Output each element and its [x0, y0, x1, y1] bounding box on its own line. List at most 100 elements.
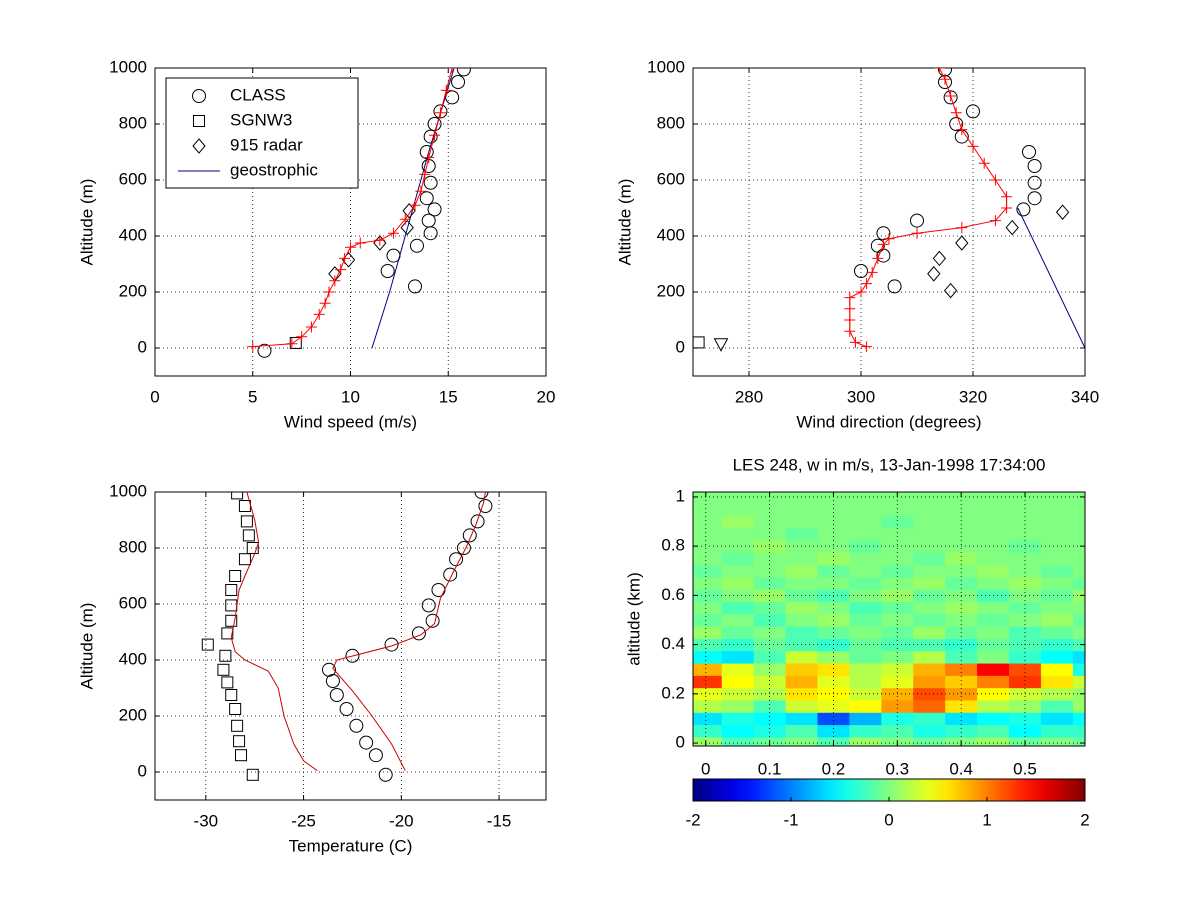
heatmap-cell	[721, 663, 755, 676]
plus-marker	[440, 84, 452, 96]
x-tick-label: -25	[291, 811, 316, 830]
axes-box	[154, 491, 547, 801]
square-marker	[238, 553, 251, 566]
circle-marker	[1022, 145, 1036, 159]
plus-marker	[423, 152, 435, 164]
heatmap-cell	[753, 724, 787, 738]
heatmap-cell	[1040, 564, 1074, 578]
heatmap-cell	[945, 515, 978, 529]
heatmap-cell	[945, 527, 978, 541]
circle-marker	[192, 89, 206, 103]
circle-marker	[384, 637, 399, 652]
heatmap-cell	[849, 724, 882, 738]
heatmap-cell	[1009, 515, 1042, 529]
y-tick-label: 400	[119, 225, 147, 244]
x-axis-label: Wind speed (m/s)	[284, 412, 417, 431]
heatmap-cell	[1009, 576, 1042, 590]
heatmap-cell	[849, 515, 882, 529]
heatmap-cell	[1072, 626, 1085, 639]
y-tick-label: 0	[138, 337, 147, 356]
heatmap-cell	[1040, 601, 1074, 615]
heatmap-cell	[1040, 576, 1074, 590]
heatmap-cell	[849, 699, 882, 713]
heatmap-cell	[721, 552, 755, 566]
heatmap-cell	[1009, 663, 1042, 676]
heatmap-cell	[753, 576, 787, 590]
heatmap-cell	[1009, 503, 1042, 516]
heatmap-cell	[913, 613, 946, 627]
plus-marker	[409, 199, 421, 211]
heatmap-cell	[753, 663, 787, 676]
x-axis-label: Wind direction (degrees)	[796, 412, 981, 431]
circle-marker	[339, 702, 354, 716]
x-tick-label: 0.5	[1013, 759, 1037, 778]
heatmap-cell	[785, 564, 818, 578]
heatmap-cell	[881, 552, 914, 566]
heatmap-cell	[693, 589, 723, 603]
square-marker	[246, 542, 259, 554]
heatmap-cell	[1072, 687, 1085, 701]
plus-marker	[956, 124, 968, 136]
heatmap-cell	[1009, 601, 1042, 615]
heatmap-cell	[945, 564, 978, 578]
colorbar-tick-label: 0	[884, 810, 893, 829]
plus-marker	[286, 338, 298, 350]
heatmap-cell	[785, 736, 818, 746]
circle-marker	[411, 626, 426, 641]
heatmap-cell	[817, 564, 850, 578]
y-tick-label: 800	[119, 537, 147, 556]
diamond-marker	[932, 250, 947, 267]
circle-marker	[427, 202, 442, 217]
heatmap-cell	[881, 663, 914, 676]
heatmap-cell	[849, 626, 882, 639]
heatmap-cell	[785, 552, 818, 566]
circle-marker	[321, 662, 336, 677]
plus-marker	[844, 325, 856, 337]
plus-marker	[883, 233, 895, 245]
square-marker	[229, 570, 242, 582]
circle-marker	[966, 104, 980, 119]
heatmap-cell	[913, 626, 946, 639]
diamond-marker	[1005, 219, 1019, 236]
heatmap-cell	[1040, 650, 1074, 664]
square-marker	[217, 663, 230, 676]
plus-marker	[329, 275, 341, 287]
x-tick-label: -30	[194, 811, 219, 830]
heatmap-cell	[817, 552, 850, 566]
heatmap-cell	[721, 515, 755, 529]
heatmap-cell	[913, 675, 946, 689]
heatmap-cell	[1040, 515, 1074, 529]
plus-marker	[911, 227, 923, 239]
heatmap-cell	[817, 492, 850, 504]
heatmap-cell	[913, 515, 946, 529]
x-tick-label: 5	[248, 387, 257, 406]
heatmap-cell	[977, 601, 1010, 615]
heatmap-cell	[849, 712, 882, 726]
heatmap-cell	[977, 552, 1010, 566]
heatmap-cell	[913, 699, 946, 713]
plus-marker	[872, 252, 884, 264]
heatmap-cell	[721, 712, 755, 726]
diamond-marker	[927, 266, 941, 282]
heatmap-cell	[1009, 564, 1042, 578]
heatmap-cell	[1072, 650, 1085, 664]
square-marker	[242, 529, 255, 542]
axes-box	[154, 67, 547, 377]
heatmap-cell	[945, 492, 978, 504]
y-tick-label: 600	[119, 169, 147, 188]
heatmap-cell	[721, 626, 755, 639]
plus-marker	[374, 234, 386, 246]
plus-marker	[419, 168, 431, 180]
plus-marker	[388, 227, 400, 239]
heatmap-cell	[881, 650, 914, 664]
heatmap-cell	[721, 699, 755, 713]
heatmap-cell	[977, 724, 1010, 738]
plus-marker	[399, 213, 411, 225]
x-tick-label: 0	[701, 759, 710, 778]
heatmap-cell	[693, 564, 723, 578]
heatmap-cell	[693, 539, 723, 553]
x-tick-label: -20	[389, 811, 414, 830]
plus-marker	[861, 341, 873, 353]
heatmap-cell	[1072, 638, 1085, 652]
